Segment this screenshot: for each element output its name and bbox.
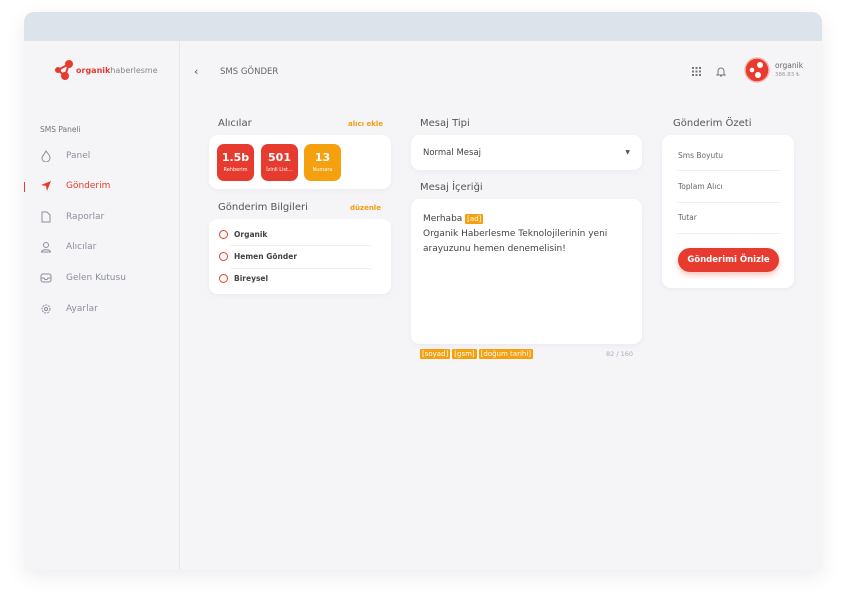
page-title: SMS GÖNDER <box>220 67 279 77</box>
info-row-label: Organik <box>234 230 268 239</box>
sidebar-item-label: Gönderim <box>66 181 111 191</box>
message-type-select[interactable]: Normal Mesaj ▼ <box>411 135 642 170</box>
info-row-label: Bireysel <box>234 274 269 283</box>
user-balance: 386.83 ₺ <box>775 72 800 78</box>
tile-izinli-liste[interactable]: 501 İzinli List... <box>261 144 298 181</box>
app-window: organik haberlesme SMS Paneli <box>24 12 822 570</box>
active-indicator <box>24 182 25 192</box>
logo-text: haberlesme <box>110 65 158 75</box>
logo-text-bold: organik <box>76 65 111 75</box>
sidebar-item-alicilar[interactable]: Alıcılar <box>40 241 96 253</box>
sidebar-item-label: Raporlar <box>66 212 105 222</box>
divider <box>230 268 372 269</box>
divider <box>676 170 781 171</box>
sidebar-item-raporlar[interactable]: Raporlar <box>40 211 104 223</box>
send-icon <box>219 230 228 239</box>
sidebar-item-gelen-kutusu[interactable]: Gelen Kutusu <box>40 272 126 284</box>
info-row-schedule: Hemen Gönder <box>219 252 297 261</box>
tile-value: 1.5b <box>221 151 250 164</box>
recipients-title: Alıcılar <box>218 118 252 129</box>
summary-title: Gönderim Özeti <box>673 118 752 129</box>
summary-amount: Tutar <box>678 213 697 222</box>
preview-button[interactable]: Gönderimi Önizle <box>678 248 779 272</box>
summary-sms-size: Sms Boyutu <box>678 151 723 160</box>
divider <box>676 233 781 234</box>
send-icon <box>41 181 51 191</box>
message-content-title: Mesaj İçeriği <box>420 182 483 193</box>
sidebar-item-label: Alıcılar <box>66 242 97 252</box>
message-type-value: Normal Mesaj <box>423 147 482 158</box>
user-icon <box>40 242 52 253</box>
sidebar-item-label: Ayarlar <box>66 304 98 314</box>
tile-rehberim[interactable]: 1.5b Rehberim <box>217 144 254 181</box>
info-title: Gönderim Bilgileri <box>218 202 308 213</box>
apps-grid-icon[interactable] <box>692 67 701 76</box>
tile-value: 501 <box>268 151 291 164</box>
user-name: organik <box>775 61 804 70</box>
info-card <box>209 219 391 294</box>
tile-label: İzinli List... <box>266 167 293 173</box>
variable-tags: [soyad] [gsm] [doğum tarihi] <box>420 349 534 359</box>
fire-icon <box>41 150 51 162</box>
sidebar-item-gonderim[interactable]: Gönderim <box>40 180 110 192</box>
sidebar-item-panel[interactable]: Panel <box>40 150 90 162</box>
user-icon <box>219 274 228 283</box>
summary-total-recipients: Toplam Alıcı <box>678 182 723 191</box>
logo-icon <box>55 60 73 80</box>
avatar[interactable] <box>744 57 770 83</box>
edit-info-link[interactable]: düzenle <box>350 204 381 212</box>
tag-soyad[interactable]: [soyad] <box>420 349 451 359</box>
back-button[interactable]: ‹ <box>194 65 199 78</box>
info-row-organik: Organik <box>219 230 267 239</box>
sidebar-item-label: Gelen Kutusu <box>66 273 126 283</box>
info-row-type: Bireysel <box>219 274 268 283</box>
divider <box>230 245 372 246</box>
message-textarea[interactable]: Merhaba [ad] Organik Haberlesme Teknoloj… <box>411 199 642 344</box>
message-type-title: Mesaj Tipi <box>420 118 470 129</box>
tag-gsm[interactable]: [gsm] <box>452 349 477 359</box>
sidebar-item-ayarlar[interactable]: Ayarlar <box>40 303 98 315</box>
bell-icon[interactable] <box>716 66 726 77</box>
sidebar-section-label: SMS Paneli <box>40 125 81 134</box>
tag-dogum-tarihi[interactable]: [doğum tarihi] <box>478 349 534 359</box>
char-counter: 82 / 160 <box>606 350 633 358</box>
info-row-label: Hemen Gönder <box>234 252 298 261</box>
add-recipient-link[interactable]: alıcı ekle <box>348 120 384 128</box>
file-icon <box>41 211 51 223</box>
tile-label: Numara <box>312 167 333 173</box>
message-greeting: Merhaba <box>423 214 463 224</box>
tile-numara[interactable]: 13 Numara <box>304 144 341 181</box>
caret-down-icon: ▼ <box>625 149 630 156</box>
divider <box>676 202 781 203</box>
tile-value: 13 <box>314 151 331 164</box>
logo: organik haberlesme <box>54 59 158 81</box>
gear-icon <box>41 304 51 314</box>
calendar-icon <box>219 252 228 261</box>
sidebar-item-label: Panel <box>66 151 91 161</box>
tag-ad[interactable]: [ad] <box>465 214 484 224</box>
message-body: Organik Haberlesme Teknolojilerinin yeni… <box>423 229 608 254</box>
inbox-icon <box>40 273 52 283</box>
window-titlebar <box>24 12 822 41</box>
tile-label: Rehberim <box>223 167 248 173</box>
sidebar: organik haberlesme SMS Paneli <box>24 41 180 570</box>
